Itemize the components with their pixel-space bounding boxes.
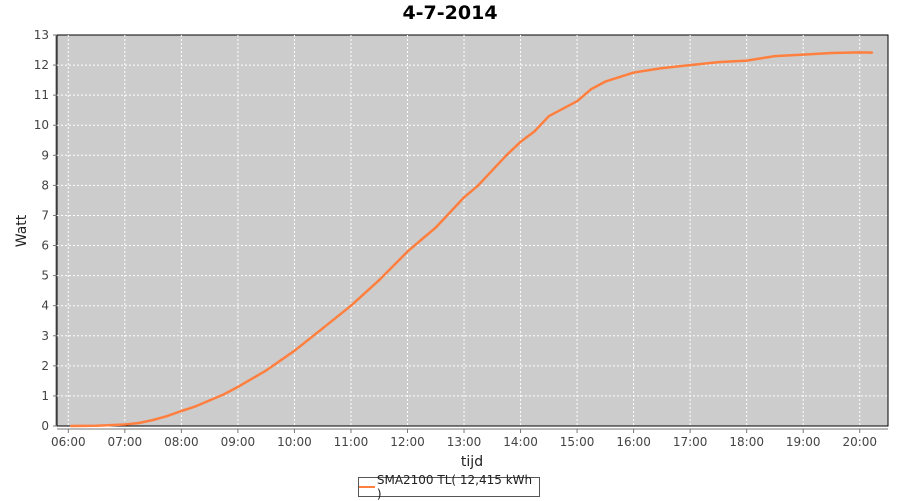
x-tick-label: 11:00 <box>334 435 369 449</box>
data-point <box>406 250 409 253</box>
data-point <box>604 80 607 83</box>
data-point <box>688 63 692 67</box>
data-point <box>575 99 579 103</box>
data-point <box>180 409 183 413</box>
x-tick-label: 08:00 <box>164 435 199 449</box>
y-tick-label: 8 <box>41 178 49 192</box>
y-tick-label: 4 <box>41 299 49 313</box>
data-point <box>420 238 423 241</box>
x-tick-label: 20:00 <box>842 435 877 449</box>
data-point <box>293 349 296 353</box>
x-tick-label: 12:00 <box>390 435 425 449</box>
data-point <box>349 304 353 307</box>
legend: SMA2100 TL( 12,415 kWh ) <box>358 473 540 501</box>
data-point <box>236 385 240 389</box>
x-tick-label: 13:00 <box>447 435 482 449</box>
data-point <box>717 60 720 64</box>
y-tick-label: 12 <box>34 58 49 72</box>
data-point <box>123 423 127 426</box>
x-tick-label: 14:00 <box>503 435 538 449</box>
x-axis-label: tijd <box>461 454 483 470</box>
data-point <box>378 278 381 282</box>
data-point <box>773 54 777 58</box>
data-point <box>547 115 551 118</box>
plot-area <box>56 34 889 427</box>
data-point <box>505 154 508 157</box>
y-tick-label: 9 <box>41 148 49 162</box>
data-point <box>476 184 480 187</box>
data-point <box>802 53 805 56</box>
x-tick-label: 07:00 <box>108 435 143 449</box>
x-tick-label: 19:00 <box>786 435 821 449</box>
chart-title: 4-7-2014 <box>402 2 498 24</box>
y-tick-label: 3 <box>41 329 49 343</box>
x-tick-label: 16:00 <box>616 435 651 449</box>
y-tick-label: 7 <box>41 208 49 222</box>
y-tick-label: 13 <box>34 28 49 42</box>
data-point <box>618 75 621 79</box>
data-point <box>660 66 664 70</box>
data-point <box>208 399 211 402</box>
y-tick-label: 1 <box>41 389 49 403</box>
data-point <box>858 51 861 54</box>
data-point <box>137 421 141 425</box>
y-tick-label: 2 <box>41 359 49 373</box>
x-tick-label: 18:00 <box>729 435 764 449</box>
data-point <box>830 51 833 55</box>
x-tick-label: 06:00 <box>51 435 86 449</box>
data-point <box>561 107 565 110</box>
y-tick-label: 6 <box>41 239 49 253</box>
y-tick-label: 11 <box>34 88 49 102</box>
legend-swatch <box>359 486 375 488</box>
x-tick-label: 17:00 <box>673 435 708 449</box>
data-point <box>151 418 155 422</box>
data-point <box>434 226 437 229</box>
data-point <box>321 327 324 330</box>
data-point <box>95 424 98 427</box>
data-point <box>69 424 73 428</box>
data-point <box>264 369 268 372</box>
y-tick-label: 5 <box>41 269 49 283</box>
data-point <box>632 71 635 74</box>
data-point <box>533 130 536 133</box>
data-point <box>222 393 225 396</box>
data-point <box>745 59 748 62</box>
data-point <box>448 211 452 214</box>
y-tick-label: 10 <box>34 118 49 132</box>
data-point <box>462 196 466 199</box>
data-point <box>590 87 593 91</box>
data-point <box>166 414 169 418</box>
y-axis-label: Watt <box>14 214 30 247</box>
legend-label: SMA2100 TL( 12,415 kWh ) <box>376 473 533 501</box>
data-point <box>519 140 522 143</box>
data-point <box>491 169 494 172</box>
series-layer <box>69 51 874 428</box>
x-tick-label: 15:00 <box>560 435 595 449</box>
series-line <box>71 51 873 428</box>
data-point <box>194 405 197 408</box>
x-tick-label: 10:00 <box>277 435 312 449</box>
data-point <box>870 51 874 54</box>
grid-lines <box>57 35 888 426</box>
x-tick-label: 09:00 <box>221 435 256 449</box>
y-tick-label: 0 <box>41 419 49 433</box>
